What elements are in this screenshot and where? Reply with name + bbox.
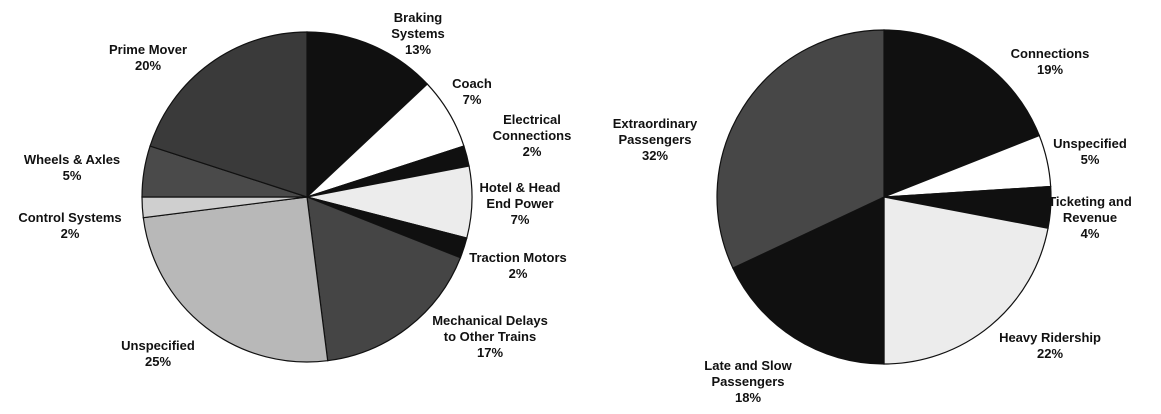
slice-label: Coach 7% bbox=[442, 76, 502, 108]
slice-percent: 7% bbox=[462, 92, 482, 107]
slice-label: Braking Systems 13% bbox=[378, 10, 458, 58]
slice-percent: 20% bbox=[134, 58, 162, 73]
slice-label: Prime Mover 20% bbox=[88, 42, 208, 74]
slice-label: Late and Slow Passengers 18% bbox=[688, 358, 808, 406]
slice-percent: 13% bbox=[404, 42, 432, 57]
slice-percent: 19% bbox=[1036, 62, 1064, 77]
slice-label: Electrical Connections 2% bbox=[482, 112, 582, 160]
slice-percent: 22% bbox=[1036, 346, 1064, 361]
slice-name: Connections bbox=[1010, 46, 1090, 61]
slice-percent: 4% bbox=[1080, 226, 1100, 241]
slice-label: Extraordinary Passengers 32% bbox=[595, 116, 715, 164]
slice-label: Traction Motors 2% bbox=[458, 250, 578, 282]
slice-percent: 17% bbox=[476, 345, 504, 360]
pie-slice bbox=[732, 196, 885, 365]
slice-label: Mechanical Delays to Other Trains 17% bbox=[430, 313, 550, 361]
slice-percent: 5% bbox=[62, 168, 82, 183]
pie-slice bbox=[142, 196, 329, 363]
slice-label: Control Systems 2% bbox=[0, 210, 140, 242]
slice-name: Electrical Connections bbox=[492, 112, 572, 143]
slice-percent: 2% bbox=[522, 144, 542, 159]
slice-name: Ticketing and Revenue bbox=[1048, 194, 1132, 225]
slice-percent: 32% bbox=[641, 148, 669, 163]
pie-slice bbox=[716, 29, 885, 269]
slice-name: Unspecified bbox=[1053, 136, 1127, 151]
pie-slice bbox=[306, 31, 429, 199]
slice-percent: 5% bbox=[1080, 152, 1100, 167]
slice-label: Unspecified 25% bbox=[108, 338, 208, 370]
slice-label: Wheels & Axles 5% bbox=[2, 152, 142, 184]
slice-label: Ticketing and Revenue 4% bbox=[1045, 194, 1135, 242]
slice-name: Wheels & Axles bbox=[23, 152, 121, 167]
slice-name: Prime Mover bbox=[108, 42, 188, 57]
slice-label: Heavy Ridership 22% bbox=[980, 330, 1120, 362]
slice-name: Mechanical Delays to Other Trains bbox=[432, 313, 548, 344]
slice-name: Traction Motors bbox=[469, 250, 567, 265]
pie-slice bbox=[149, 31, 308, 198]
slice-name: Hotel & Head End Power bbox=[479, 180, 561, 211]
slice-label: Hotel & Head End Power 7% bbox=[470, 180, 570, 228]
slice-name: Late and Slow Passengers bbox=[704, 358, 792, 389]
slice-percent: 2% bbox=[60, 226, 80, 241]
slice-percent: 25% bbox=[144, 354, 172, 369]
slice-name: Unspecified bbox=[121, 338, 195, 353]
pie-slice bbox=[883, 29, 1041, 198]
slice-name: Extraordinary Passengers bbox=[612, 116, 698, 147]
slice-percent: 7% bbox=[510, 212, 530, 227]
slice-name: Coach bbox=[452, 76, 492, 91]
slice-name: Braking Systems bbox=[391, 10, 445, 41]
slice-percent: 2% bbox=[508, 266, 528, 281]
slice-name: Control Systems bbox=[18, 210, 122, 225]
pie-slice bbox=[306, 196, 462, 362]
slice-name: Heavy Ridership bbox=[999, 330, 1101, 345]
slice-percent: 18% bbox=[734, 390, 762, 405]
slice-label: Connections 19% bbox=[995, 46, 1105, 78]
slice-label: Unspecified 5% bbox=[1040, 136, 1140, 168]
pie-slice bbox=[883, 196, 1049, 365]
